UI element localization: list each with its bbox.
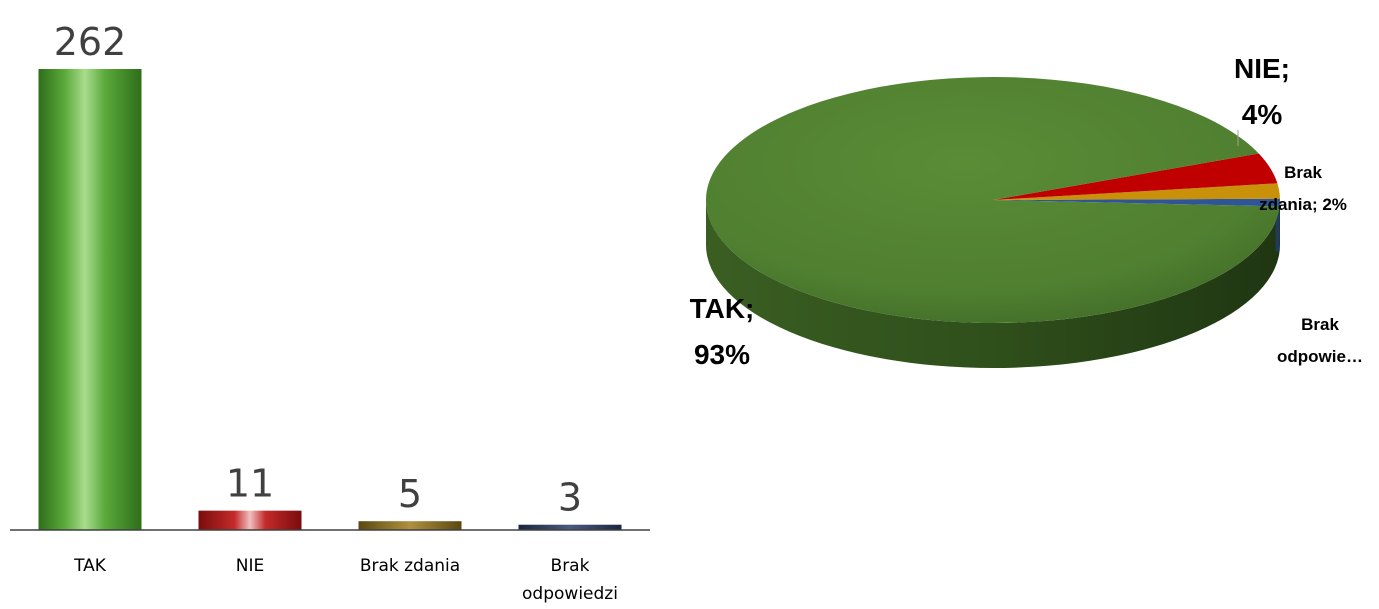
pie-slice-tak — [705, 77, 1280, 324]
pie-data-label: odpowie… — [1277, 347, 1363, 366]
pie-data-label: NIE; — [1234, 53, 1290, 84]
bar-nie — [198, 510, 302, 530]
bar-value-label: 262 — [54, 20, 127, 64]
pie-side-wall — [706, 200, 1280, 368]
x-tick-label: NIE — [236, 556, 264, 576]
pie-data-label: 4% — [1242, 99, 1283, 130]
bar-value-label: 5 — [398, 472, 422, 516]
bar-tak — [38, 69, 142, 530]
x-tick-label: TAK — [73, 556, 107, 576]
pie-slice-nie — [993, 153, 1278, 200]
bar-brak-odpowiedzi — [518, 524, 622, 530]
pie-chart: TAK; 93% NIE; 4% Brak zdania; 2% Brak odpowie… — [690, 53, 1363, 370]
pie-data-label: Brak — [1301, 315, 1339, 334]
bar-value-label: 3 — [558, 476, 582, 520]
bar-value-label: 11 — [226, 462, 274, 506]
pie-data-label: zdania; 2% — [1259, 195, 1347, 214]
pie-data-label: 93% — [694, 339, 750, 370]
x-tick-label: Brak zdania — [360, 556, 460, 576]
bar-brak-zdania — [358, 521, 462, 530]
bar-chart: 262 11 5 3 TAK NIE Brak zdania Brak odpowiedzi — [10, 20, 650, 604]
pie-slice-brak-zdania — [993, 183, 1280, 200]
pie-data-label: Brak — [1284, 163, 1322, 182]
pie-slice-brak-odpowiedzi — [993, 198, 1280, 207]
x-tick-label: Brak odpowiedzi — [522, 556, 618, 604]
pie-data-label: TAK; — [690, 293, 755, 324]
